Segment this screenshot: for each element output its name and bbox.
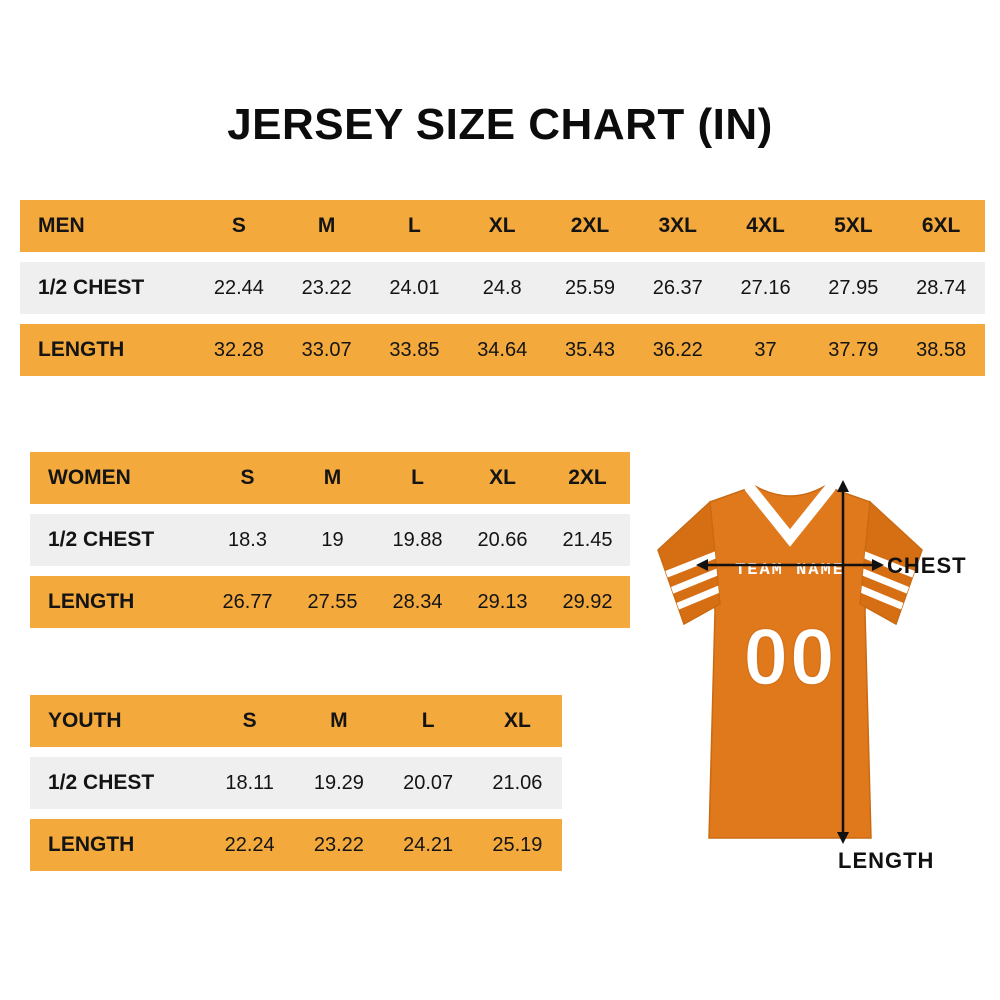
page-title: JERSEY SIZE CHART (IN)	[227, 100, 773, 149]
jersey-illustration: TEAM NAME 00 CHEST LENGTH	[657, 480, 967, 873]
value-cell: 18.3	[228, 528, 267, 551]
men-size-header-2xl: 2XL	[570, 214, 610, 237]
value-cell: 26.37	[652, 276, 703, 299]
value-cell: 37.79	[828, 338, 879, 361]
value-cell: 27.95	[828, 276, 879, 299]
youth-size-table: YOUTH S M L XL 1/2 CHEST 18.11 19.29 20.07 21.06 L…	[30, 695, 562, 871]
value-cell: 32.28	[213, 338, 264, 361]
row-label: 1/2 CHEST	[38, 276, 145, 299]
women-size-header-xl: XL	[489, 466, 516, 489]
value-cell: 19	[321, 528, 344, 551]
value-cell: 36.22	[652, 338, 703, 361]
jersey-body	[708, 485, 872, 839]
women-row-length: LENGTH 26.77 27.55 28.34 29.13 29.92	[30, 576, 630, 628]
men-row-half-chest: 1/2 CHEST 22.44 23.22 24.01 24.8 25.59 26.37 27…	[20, 262, 985, 314]
value-cell: 27.16	[740, 276, 791, 299]
value-cell: 21.45	[562, 528, 613, 551]
youth-size-header-l: L	[421, 709, 435, 732]
value-cell: 26.77	[222, 590, 273, 613]
youth-row-length: LENGTH 22.24 23.22 24.21 25.19	[30, 819, 562, 871]
youth-size-header-m: M	[330, 709, 348, 732]
men-size-header-m: M	[317, 214, 336, 237]
value-cell: 20.66	[477, 528, 528, 551]
men-size-header-3xl: 3XL	[658, 214, 698, 237]
value-cell: 38.58	[916, 338, 967, 361]
youth-row-half-chest: 1/2 CHEST 18.11 19.29 20.07 21.06	[30, 757, 562, 809]
men-header-row: MEN S M L XL 2XL 3XL 4XL 5XL 6XL	[20, 200, 985, 252]
men-size-header-6xl: 6XL	[921, 214, 961, 237]
value-cell: 23.22	[301, 276, 352, 299]
women-size-header-l: L	[411, 466, 424, 489]
women-size-table: WOMEN S M L XL 2XL 1/2 CHEST 18.3 19 19.88 20.66 21…	[30, 452, 630, 628]
youth-size-header-s: S	[242, 709, 257, 732]
youth-header-row: YOUTH S M L XL	[30, 695, 562, 747]
value-cell: 19.29	[313, 771, 364, 794]
row-label: 1/2 CHEST	[48, 771, 155, 794]
row-label: LENGTH	[48, 590, 135, 613]
value-cell: 25.19	[492, 833, 543, 856]
women-row-half-chest: 1/2 CHEST 18.3 19 19.88 20.66 21.45	[30, 514, 630, 566]
value-cell: 20.07	[403, 771, 454, 794]
women-size-header-2xl: 2XL	[568, 466, 607, 489]
men-size-header-4xl: 4XL	[746, 214, 785, 237]
men-size-header-xl: XL	[488, 214, 516, 237]
men-table-title: MEN	[38, 214, 85, 237]
value-cell: 29.13	[477, 590, 528, 613]
value-cell: 23.22	[313, 833, 364, 856]
jersey-collar	[744, 482, 836, 547]
women-header-row: WOMEN S M L XL 2XL	[30, 452, 630, 504]
women-table-title: WOMEN	[48, 466, 131, 489]
youth-table-title: YOUTH	[48, 709, 122, 732]
value-cell: 27.55	[307, 590, 358, 613]
value-cell: 22.24	[224, 833, 275, 856]
men-size-header-s: S	[231, 214, 246, 237]
men-row-length: LENGTH 32.28 33.07 33.85 34.64 35.43 36.22 37 37…	[20, 324, 985, 376]
value-cell: 29.92	[562, 590, 613, 613]
length-label: LENGTH	[838, 848, 934, 873]
value-cell: 33.07	[301, 338, 352, 361]
jersey-number-text: 00	[744, 612, 837, 701]
value-cell: 24.01	[389, 276, 440, 299]
men-size-table: MEN S M L XL 2XL 3XL 4XL 5XL 6XL 1/2 CHEST 22.44 23.…	[20, 200, 985, 376]
value-cell: 19.88	[392, 528, 443, 551]
value-cell: 24.21	[403, 833, 454, 856]
chest-label: CHEST	[887, 553, 967, 578]
value-cell: 35.43	[564, 338, 616, 361]
value-cell: 18.11	[225, 771, 274, 794]
value-cell: 22.44	[213, 276, 264, 299]
value-cell: 25.59	[564, 276, 616, 299]
youth-size-header-xl: XL	[503, 709, 531, 732]
row-label: LENGTH	[48, 833, 135, 856]
value-cell: 28.74	[916, 276, 967, 299]
value-cell: 37	[754, 338, 777, 361]
men-size-header-5xl: 5XL	[834, 214, 873, 237]
value-cell: 34.64	[477, 338, 528, 361]
value-cell: 24.8	[482, 276, 522, 299]
length-arrow	[837, 480, 849, 844]
row-label: LENGTH	[38, 338, 125, 361]
row-label: 1/2 CHEST	[48, 528, 155, 551]
women-size-header-m: M	[323, 466, 342, 489]
chest-arrow	[696, 559, 884, 571]
women-size-header-s: S	[240, 466, 255, 489]
men-size-header-l: L	[408, 214, 421, 237]
value-cell: 28.34	[392, 590, 443, 613]
value-cell: 21.06	[492, 771, 543, 794]
value-cell: 33.85	[389, 338, 440, 361]
